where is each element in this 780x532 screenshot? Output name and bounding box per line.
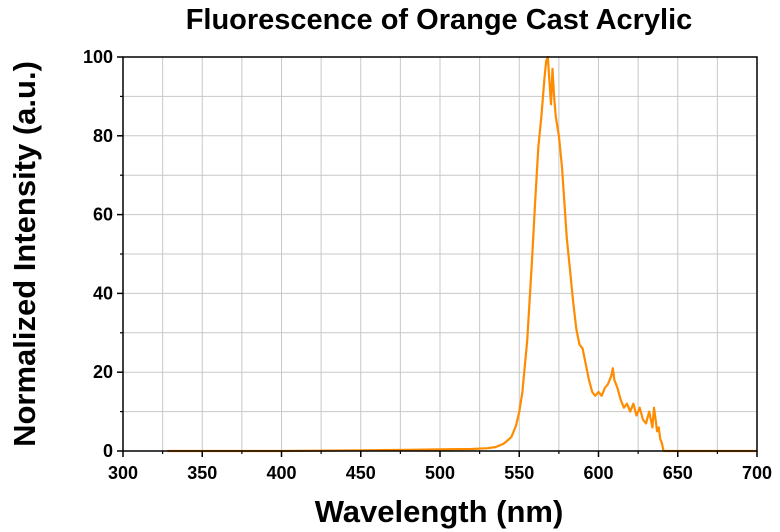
series-line-0 <box>167 55 757 453</box>
x-tick-label: 650 <box>663 463 693 483</box>
x-tick-label: 300 <box>108 463 138 483</box>
y-tick-label: 20 <box>93 362 113 382</box>
x-tick-label: 600 <box>583 463 613 483</box>
axes: 300 350 400 450 500 550 600 650 700 0 20 40 60 80 100 <box>83 47 772 483</box>
x-tick-label: 350 <box>187 463 217 483</box>
x-tick-label: 450 <box>346 463 376 483</box>
y-tick-label: 0 <box>103 441 113 461</box>
x-tick-label: 400 <box>266 463 296 483</box>
y-tick-label: 60 <box>93 205 113 225</box>
y-tick-label: 80 <box>93 126 113 146</box>
x-tick-label: 500 <box>425 463 455 483</box>
grid <box>123 57 757 451</box>
x-tick-label: 700 <box>742 463 772 483</box>
y-tick-label: 100 <box>83 47 113 67</box>
x-axis-label: Wavelength (nm) <box>315 494 564 529</box>
series-layer <box>167 55 757 453</box>
x-tick-label: 550 <box>504 463 534 483</box>
y-tick-label: 40 <box>93 283 113 303</box>
chart-title: Fluorescence of Orange Cast Acrylic <box>186 4 693 36</box>
y-axis-label: Normalized Intensity (a.u.) <box>7 61 42 447</box>
